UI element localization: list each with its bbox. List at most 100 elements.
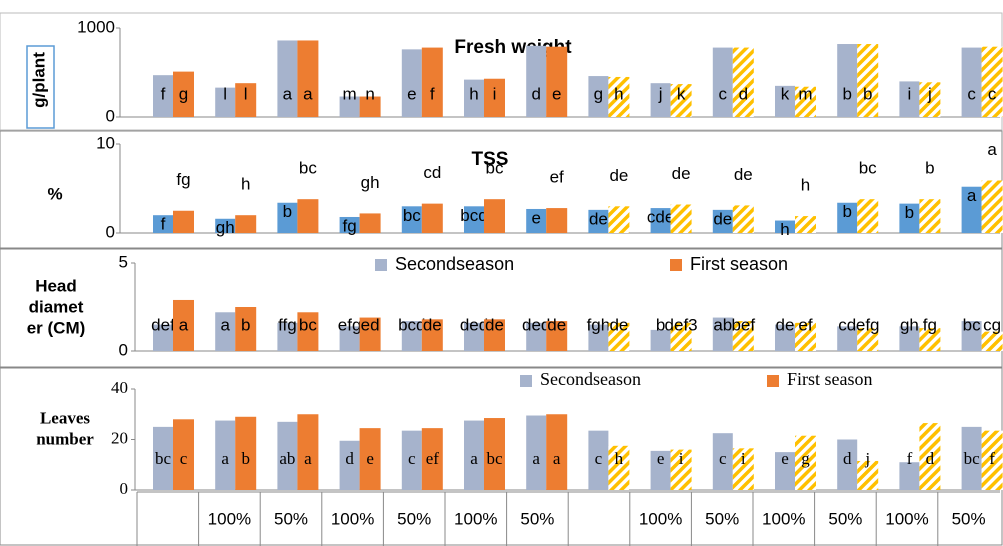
bar-letter: l — [223, 84, 227, 103]
bar-letter: bef — [731, 315, 755, 334]
bar — [277, 322, 298, 351]
bar-letter: fgh — [587, 315, 611, 334]
bar-letter: i — [908, 84, 912, 103]
bar — [732, 448, 754, 490]
bar — [775, 452, 795, 490]
bar-letter: a — [283, 84, 293, 103]
bar-letter: bcd — [398, 315, 425, 334]
bar — [650, 450, 671, 490]
bar-letter: bc — [155, 449, 172, 468]
bar — [297, 414, 319, 490]
bar — [961, 321, 982, 351]
bar-letter: a — [304, 449, 312, 468]
x-tick-label: 100% — [208, 509, 251, 528]
ylabel-box — [26, 45, 55, 129]
bar-letter: ded — [460, 315, 488, 334]
bar-letter: bc — [403, 206, 421, 225]
bar-letter: g — [801, 449, 810, 468]
bar — [899, 203, 920, 233]
bar-letter: cde — [647, 208, 674, 227]
bar-letter: de — [589, 209, 608, 228]
bar-letter: gh — [361, 173, 380, 192]
bar-letter: h — [801, 176, 810, 195]
bar-letter: a — [221, 449, 229, 468]
bar — [235, 215, 257, 233]
bar-letter: a — [967, 186, 977, 205]
bar — [775, 85, 795, 117]
y-tick-label: 20 — [111, 428, 128, 447]
bar — [215, 312, 236, 351]
x-tick-label: 100% — [639, 509, 682, 528]
bar — [484, 78, 505, 117]
bar — [235, 307, 257, 351]
bar-letter: f — [430, 84, 435, 103]
bar — [173, 71, 194, 117]
bar — [484, 199, 505, 233]
bar — [359, 213, 381, 233]
bar — [775, 324, 795, 351]
bar-letter: b — [842, 202, 851, 221]
bar-letter: j — [927, 84, 932, 103]
bar-letter: b — [656, 315, 665, 334]
bar — [857, 328, 879, 351]
bar — [421, 203, 443, 233]
bar — [153, 75, 173, 117]
bar-letter: d — [345, 449, 354, 468]
bar — [297, 40, 319, 117]
legend-label: First season — [787, 369, 873, 389]
bar-letter: h — [469, 84, 478, 103]
bar — [526, 208, 547, 233]
bar — [795, 435, 816, 490]
bar — [173, 210, 194, 233]
bar — [981, 180, 1003, 233]
bar-letter: h — [241, 175, 250, 194]
bar — [153, 215, 173, 233]
bar-letter: m — [343, 84, 357, 103]
bar — [173, 299, 194, 351]
bar-letter: ab — [713, 315, 732, 334]
bar — [712, 209, 733, 233]
bar — [546, 46, 568, 117]
bar-letter: d — [843, 449, 852, 468]
bar-letter: d — [926, 449, 935, 468]
y-tick-label: 0 — [106, 106, 115, 125]
bar — [712, 317, 733, 351]
x-tick-label: 50% — [397, 509, 431, 528]
bar-letter: j — [864, 449, 870, 468]
bar-letter: b — [925, 159, 934, 178]
bar — [297, 199, 319, 233]
bar — [837, 326, 858, 351]
bar — [919, 423, 941, 490]
bar — [588, 324, 609, 351]
bar-letter: i — [741, 449, 746, 468]
legend-label: Secondseason — [395, 254, 514, 274]
bar-letter: i — [493, 84, 497, 103]
bar — [464, 420, 484, 490]
x-tick-label: 50% — [520, 509, 554, 528]
bar-letter: c — [180, 449, 188, 468]
bar — [588, 209, 609, 233]
bar — [732, 47, 754, 117]
panel-border — [0, 248, 1003, 368]
bar-letter: fg — [343, 216, 357, 235]
bar — [277, 421, 298, 490]
x-tick-label: 50% — [274, 509, 308, 528]
x-tick-label: 50% — [828, 509, 862, 528]
bar — [899, 326, 920, 351]
bar-letter: bc — [299, 315, 317, 334]
bar-letter: c — [719, 449, 727, 468]
bar — [899, 81, 920, 117]
bar-letter: bc — [859, 159, 877, 178]
bar — [961, 186, 982, 233]
bar-letter: gh — [900, 315, 919, 334]
chart-title: TSS — [472, 149, 509, 170]
bar-letter: e — [366, 449, 374, 468]
bar — [608, 206, 630, 233]
bar-letter: de — [609, 315, 628, 334]
bar — [981, 430, 1003, 490]
bar — [837, 439, 858, 490]
bar — [650, 329, 671, 351]
bar — [919, 82, 941, 117]
bar-letter: e — [552, 84, 561, 103]
bar — [546, 208, 568, 233]
